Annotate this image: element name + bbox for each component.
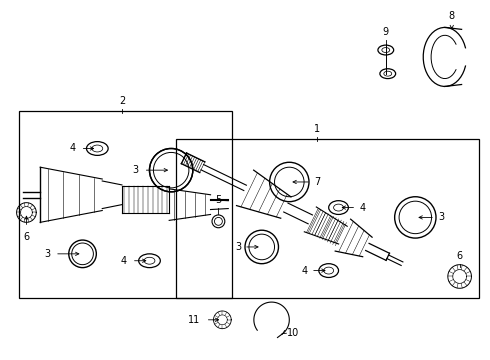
Text: 9: 9 (383, 27, 389, 37)
Text: 5: 5 (215, 195, 221, 204)
Text: 4: 4 (121, 256, 127, 266)
Text: 10: 10 (287, 328, 299, 338)
Text: 8: 8 (449, 10, 455, 21)
Text: 3: 3 (438, 212, 444, 222)
Text: 4: 4 (70, 144, 75, 153)
Text: 6: 6 (457, 251, 463, 261)
Text: 3: 3 (44, 249, 50, 259)
Text: 4: 4 (302, 266, 308, 276)
Text: 4: 4 (359, 203, 366, 212)
Text: 11: 11 (189, 315, 201, 325)
Text: 1: 1 (314, 124, 320, 134)
Text: 6: 6 (24, 232, 29, 242)
Bar (19, 111, 232, 298)
Text: 7: 7 (314, 177, 320, 187)
Text: 2: 2 (119, 96, 125, 106)
Text: 3: 3 (132, 165, 139, 175)
Bar (176, 139, 479, 298)
Text: 3: 3 (235, 242, 241, 252)
